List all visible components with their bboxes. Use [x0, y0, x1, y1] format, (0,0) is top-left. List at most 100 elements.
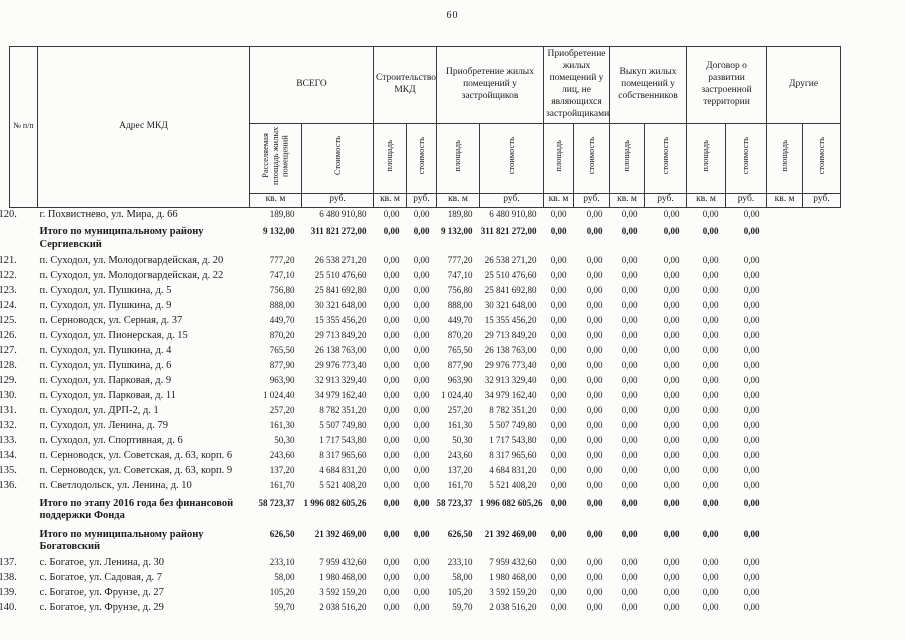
value-cell: 0,00 — [621, 226, 638, 237]
value-cell — [803, 374, 841, 389]
value-cell: 0,00 — [550, 449, 567, 460]
value-cell: 0,00 — [663, 497, 680, 508]
value-cell: 25 510 476,60 — [484, 269, 537, 280]
unit-cost: руб. — [644, 192, 688, 208]
value-cell: 0,00 — [621, 419, 638, 430]
value-cell: 0,00 — [586, 359, 603, 370]
value-cell: 29 713 849,20 — [314, 329, 367, 340]
value-cell: 0,00 — [586, 269, 603, 280]
value-cell: 0,00 — [743, 464, 760, 475]
address-cell: п. Суходол, ул. Парковая, д. 11 — [39, 389, 176, 401]
address-cell: п. Серноводск, ул. Советская, д. 63, кор… — [39, 464, 233, 476]
value-cell: 8 782 351,20 — [489, 404, 537, 415]
row-number: 140. — [0, 602, 17, 614]
value-cell: 0,00 — [743, 254, 760, 265]
value-cell: 0,00 — [621, 449, 638, 460]
relocation-table: № п/п Адрес МКД ВСЕГО Строительство МКД … — [0, 46, 842, 616]
value-cell: 0,00 — [702, 497, 719, 508]
value-cell: 25 841 692,80 — [314, 284, 367, 295]
address-cell: п. Суходол, ул. Пушкина, д. 9 — [39, 299, 172, 311]
value-cell: 963,90 — [447, 374, 473, 385]
address-cell: п. Серноводск, ул. Советская, д. 63, кор… — [39, 449, 233, 461]
header-group-purchase-developers: Приобретение жилых помещений у застройщи… — [436, 46, 544, 124]
row-number: 135. — [0, 464, 17, 476]
value-cell — [767, 525, 803, 556]
value-cell: 777,20 — [269, 254, 295, 265]
value-cell: 0,00 — [413, 329, 430, 340]
row-number-cell: 122. — [0, 269, 38, 284]
value-cell: 0,00 — [663, 557, 680, 568]
value-cell: 0,00 — [663, 464, 680, 475]
value-cell: 0,00 — [743, 404, 760, 415]
value-cell: 0,00 — [702, 528, 719, 539]
value-cell: 0,00 — [743, 284, 760, 295]
value-cell — [803, 254, 841, 269]
value-cell: 0,00 — [702, 359, 719, 370]
value-cell: 0,00 — [383, 284, 400, 295]
value-cell: 58 723,37 — [436, 497, 473, 508]
row-number: 138. — [0, 572, 17, 584]
value-cell: 0,00 — [383, 464, 400, 475]
value-cell — [803, 314, 841, 329]
value-cell: 0,00 — [586, 226, 603, 237]
address-cell: п. Суходол, ул. Ленина, д. 79 — [39, 419, 168, 431]
value-cell: 58,00 — [452, 572, 473, 583]
value-cell: 0,00 — [586, 344, 603, 355]
value-cell: 0,00 — [383, 479, 400, 490]
row-number-cell: 130. — [0, 389, 38, 404]
value-cell: 26 538 271,20 — [484, 254, 537, 265]
value-cell: 0,00 — [550, 374, 567, 385]
value-cell: 0,00 — [550, 497, 567, 508]
value-cell: 0,00 — [550, 479, 567, 490]
value-cell: 0,00 — [550, 359, 567, 370]
value-cell: 243,60 — [269, 449, 295, 460]
row-number-cell: 123. — [0, 284, 38, 299]
value-cell: 0,00 — [663, 404, 680, 415]
value-cell: 4 684 831,20 — [489, 464, 537, 475]
row-number-cell: 138. — [0, 571, 38, 586]
address-cell: с. Богатое, ул. Ленина, д. 30 — [39, 557, 164, 569]
row-number-cell: 135. — [0, 464, 38, 479]
value-cell: 0,00 — [383, 299, 400, 310]
value-cell: 0,00 — [621, 464, 638, 475]
row-number: 121. — [0, 254, 17, 266]
value-cell: 0,00 — [550, 284, 567, 295]
value-cell: 257,20 — [269, 404, 295, 415]
value-cell: 161,30 — [269, 419, 295, 430]
subheader-cost: Стоимость — [301, 123, 374, 194]
value-cell: 0,00 — [383, 528, 400, 539]
value-cell: 8 317 965,60 — [319, 449, 367, 460]
value-cell: 2 038 516,20 — [489, 602, 537, 613]
value-cell: 0,00 — [413, 254, 430, 265]
table-row: 121. п. Суходол, ул. Молодогвардейская, д… — [0, 254, 841, 269]
row-number-cell: 128. — [0, 359, 38, 374]
value-cell: 0,00 — [413, 587, 430, 598]
value-cell: 0,00 — [550, 344, 567, 355]
table-row: 120. г. Похвистнево, ул. Мира, д. 66 189,8… — [0, 207, 841, 222]
value-cell: 0,00 — [743, 587, 760, 598]
value-cell: 1 024,40 — [263, 389, 295, 400]
table-row: 137. с. Богатое, ул. Ленина, д. 30 233,10 7… — [0, 556, 841, 571]
value-cell: 0,00 — [586, 587, 603, 598]
row-number: 120. — [0, 208, 17, 220]
table-row: 125. п. Серноводск, ул. Серная, д. 37 449,… — [0, 314, 841, 329]
row-number-cell: 120. — [0, 207, 38, 222]
value-cell: 0,00 — [586, 374, 603, 385]
value-cell: 449,70 — [447, 314, 473, 325]
value-cell: 0,00 — [702, 254, 719, 265]
table-row: 140. с. Богатое, ул. Фрунзе, д. 29 59,70 2 … — [0, 601, 841, 616]
value-cell: 243,60 — [447, 449, 473, 460]
row-number: 125. — [0, 314, 17, 326]
value-cell: 32 913 329,40 — [314, 374, 367, 385]
value-cell: 0,00 — [702, 404, 719, 415]
value-cell — [767, 359, 803, 374]
value-cell: 0,00 — [413, 226, 430, 237]
value-cell: 0,00 — [663, 479, 680, 490]
subheader-cost: стоимость — [572, 123, 611, 194]
value-cell — [803, 344, 841, 359]
page-number: 60 — [446, 10, 459, 21]
value-cell — [803, 601, 841, 616]
header-group-other: Другие — [766, 46, 842, 124]
table-body: 120. г. Похвистнево, ул. Мира, д. 66 189,8… — [0, 207, 841, 616]
value-cell: 0,00 — [663, 344, 680, 355]
